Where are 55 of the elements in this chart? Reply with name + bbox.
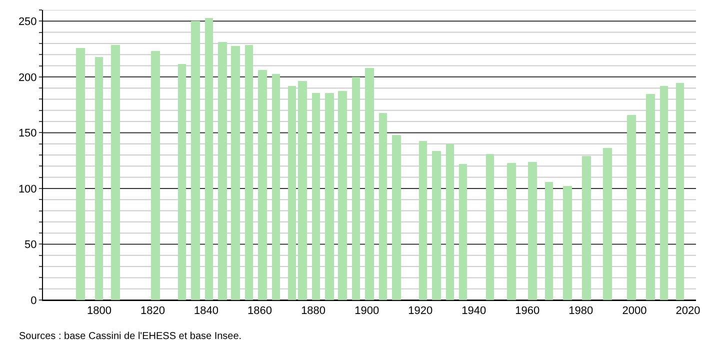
bar [419,141,427,300]
bar [312,93,320,300]
bar [111,45,120,300]
bar [646,94,655,300]
y-tick-label: 250 [18,16,37,28]
bar [392,135,401,300]
bar [459,164,467,300]
bar [151,51,160,300]
bar [178,64,186,300]
bar [676,83,684,300]
bar [76,48,85,300]
bar [582,156,591,300]
bar [446,144,454,300]
x-tick-label: 2000 [622,305,647,318]
bar [379,113,387,300]
bar [231,46,240,300]
x-tick-label: 1920 [408,305,433,318]
y-tick-label: 150 [18,128,37,140]
bar [218,42,227,300]
x-tick-label: 1860 [248,305,272,318]
bar [272,74,280,300]
x-tick-label: 1820 [140,305,165,318]
bar [432,151,441,300]
y-tick-label: 0 [30,294,37,307]
x-tick-label: 1840 [194,305,218,318]
x-tick-label: 1960 [515,305,540,318]
source-note: Sources : base Cassini de l'EHESS et base Insee. [19,331,242,340]
y-tick-label: 100 [18,183,37,196]
bar [245,45,253,300]
x-tick-label: 1900 [354,305,380,318]
bar [325,93,334,300]
bar [365,68,374,300]
bar [288,86,296,300]
x-tick-label: 1880 [301,305,326,318]
x-tick-label: 2020 [676,305,700,318]
bar [258,70,267,300]
bar [528,162,537,300]
bar [660,86,668,300]
bar [95,57,103,300]
bar [298,81,307,300]
x-tick-label: 1940 [462,305,486,318]
bar [352,77,360,300]
bar [603,148,612,300]
y-tick-label: 200 [18,72,37,84]
bar [338,91,347,300]
bar [545,182,553,300]
bar [191,21,200,300]
bar [205,18,213,300]
x-tick-label: 1980 [568,305,594,318]
bar [563,186,572,300]
x-tick-label: 1800 [86,305,112,318]
bar [486,154,494,300]
y-tick-label: 50 [24,239,37,252]
bar [507,163,516,300]
bar [627,115,636,300]
